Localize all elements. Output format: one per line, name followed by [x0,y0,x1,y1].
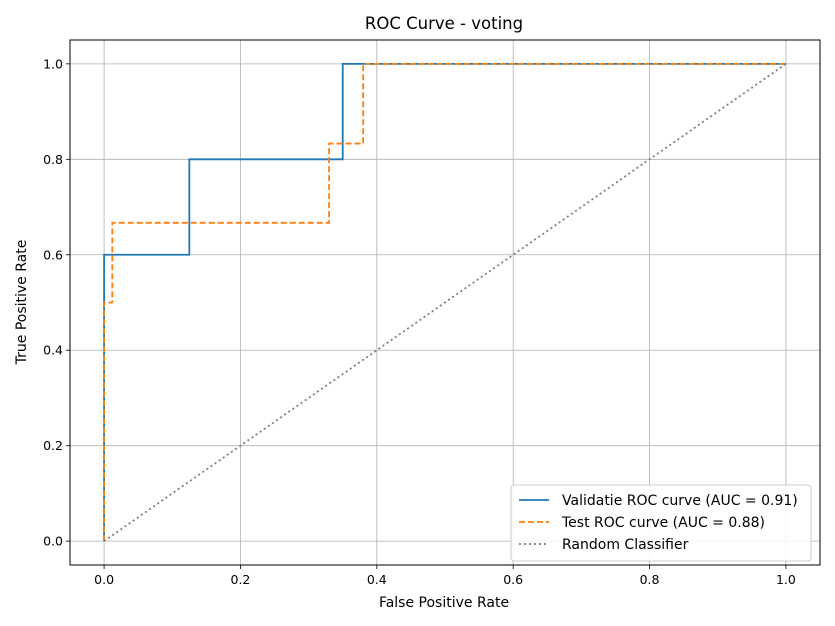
y-tick-label: 0.6 [43,247,63,262]
legend-box [510,484,812,562]
x-tick-label: 0.0 [94,572,114,587]
chart-title: ROC Curve - voting [365,14,523,33]
series-line-1 [103,62,786,542]
legend-label: Random Classifier [562,537,689,553]
series-line-3 [103,63,787,542]
x-tick-label: 0.2 [231,572,251,587]
legend-label: Validatie ROC curve (AUC = 0.91) [562,493,798,509]
x-tick-label: 1.0 [776,572,796,587]
y-tick-label: 1.0 [43,56,63,71]
x-axis-label: False Positive Rate [379,595,509,611]
legend-label: Test ROC curve (AUC = 0.88) [561,515,765,531]
legend: Validatie ROC curve (AUC = 0.91) Test ROC… [510,484,812,562]
ticks: 0.0 0.2 0.4 0.6 0.8 1.0 0.0 0.2 0.4 0.6 0.8 1.0 [43,56,796,587]
y-tick-label: 0.0 [43,534,63,549]
series-group [103,62,787,542]
x-tick-label: 0.6 [503,572,523,587]
series-line-2 [103,62,786,542]
y-tick-label: 0.8 [43,152,63,167]
y-axis-label: True Positive Rate [14,240,30,366]
y-tick-label: 0.4 [43,343,63,358]
x-tick-label: 0.4 [367,572,387,587]
x-tick-label: 0.8 [640,572,660,587]
plot-frame [69,39,821,566]
y-tick-label: 0.2 [43,438,63,453]
